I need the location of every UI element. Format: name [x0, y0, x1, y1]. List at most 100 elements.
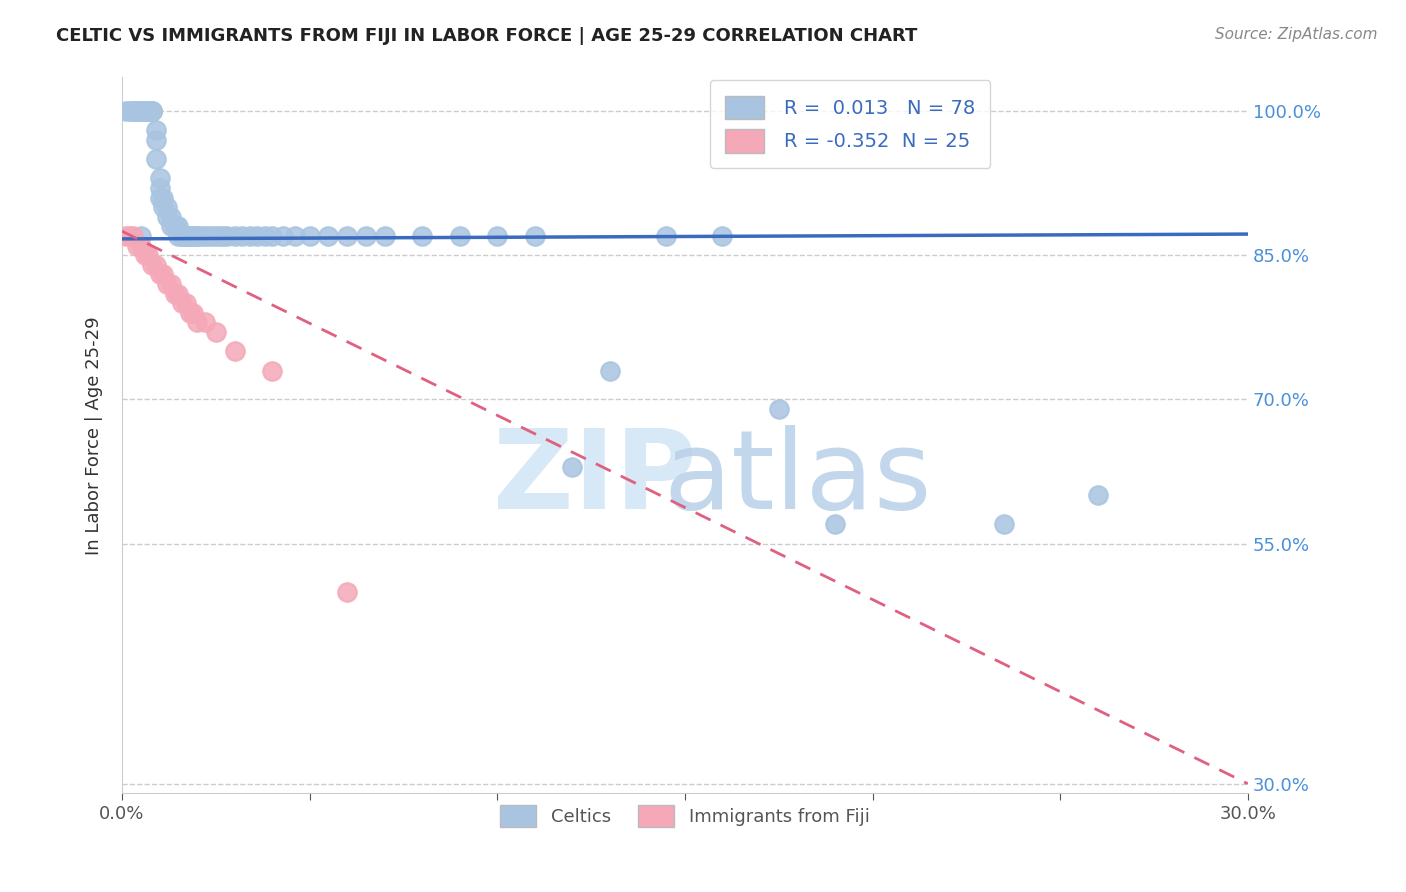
Point [824, 517, 846, 532]
Point [186, 229, 208, 244]
Point [411, 229, 433, 244]
Point [205, 229, 228, 244]
Point [145, 152, 167, 166]
Point [599, 363, 621, 377]
Point [125, 104, 148, 119]
Point [354, 229, 377, 244]
Point [114, 104, 136, 119]
Point [129, 229, 152, 244]
Point [194, 316, 217, 330]
Point [262, 229, 284, 244]
Point [711, 229, 734, 244]
Point [486, 229, 509, 244]
Point [160, 210, 183, 224]
Point [122, 104, 145, 119]
Point [174, 296, 197, 310]
Point [172, 229, 194, 244]
Point [156, 200, 179, 214]
Point [156, 277, 179, 291]
Point [1087, 488, 1109, 502]
Point [201, 229, 224, 244]
Point [253, 229, 276, 244]
Point [284, 229, 307, 244]
Point [217, 229, 239, 244]
Point [136, 248, 159, 262]
Point [179, 229, 201, 244]
Point [183, 306, 205, 320]
Point [136, 104, 159, 119]
Text: CELTIC VS IMMIGRANTS FROM FIJI IN LABOR FORCE | AGE 25-29 CORRELATION CHART: CELTIC VS IMMIGRANTS FROM FIJI IN LABOR … [56, 27, 918, 45]
Point [318, 229, 340, 244]
Point [179, 229, 201, 244]
Point [118, 229, 141, 244]
Point [152, 200, 174, 214]
Point [561, 459, 583, 474]
Point [231, 229, 253, 244]
Point [183, 229, 205, 244]
Point [224, 229, 246, 244]
Point [148, 268, 170, 282]
Point [298, 229, 321, 244]
Text: ZIP: ZIP [494, 425, 696, 532]
Point [141, 104, 163, 119]
Point [148, 181, 170, 195]
Point [186, 316, 208, 330]
Point [167, 229, 190, 244]
Point [224, 344, 246, 359]
Point [768, 401, 790, 416]
Point [114, 229, 136, 244]
Point [141, 258, 163, 272]
Point [134, 248, 156, 262]
Point [152, 268, 174, 282]
Point [160, 219, 183, 234]
Point [167, 219, 190, 234]
Point [273, 229, 295, 244]
Point [208, 229, 231, 244]
Point [374, 229, 396, 244]
Point [246, 229, 269, 244]
Point [118, 104, 141, 119]
Point [523, 229, 546, 244]
Point [145, 133, 167, 147]
Point [172, 229, 194, 244]
Point [262, 363, 284, 377]
Point [156, 210, 179, 224]
Point [129, 104, 152, 119]
Point [186, 229, 208, 244]
Point [148, 171, 170, 186]
Point [197, 229, 219, 244]
Text: Source: ZipAtlas.com: Source: ZipAtlas.com [1215, 27, 1378, 42]
Point [125, 238, 148, 252]
Point [136, 104, 159, 119]
Point [194, 229, 217, 244]
Point [160, 277, 183, 291]
Point [179, 306, 201, 320]
Point [163, 219, 186, 234]
Point [163, 286, 186, 301]
Point [125, 104, 148, 119]
Point [655, 229, 678, 244]
Point [145, 258, 167, 272]
Point [190, 229, 212, 244]
Point [136, 104, 159, 119]
Point [134, 104, 156, 119]
Point [174, 229, 197, 244]
Point [122, 229, 145, 244]
Point [183, 229, 205, 244]
Point [134, 104, 156, 119]
Point [152, 190, 174, 204]
Point [129, 104, 152, 119]
Text: atlas: atlas [664, 425, 932, 532]
Legend: Celtics, Immigrants from Fiji: Celtics, Immigrants from Fiji [494, 798, 877, 834]
Point [141, 104, 163, 119]
Y-axis label: In Labor Force | Age 25-29: In Labor Force | Age 25-29 [86, 316, 103, 555]
Point [167, 286, 190, 301]
Point [122, 104, 145, 119]
Point [205, 325, 228, 339]
Point [239, 229, 262, 244]
Point [145, 123, 167, 137]
Point [163, 219, 186, 234]
Point [336, 584, 359, 599]
Point [993, 517, 1015, 532]
Point [129, 104, 152, 119]
